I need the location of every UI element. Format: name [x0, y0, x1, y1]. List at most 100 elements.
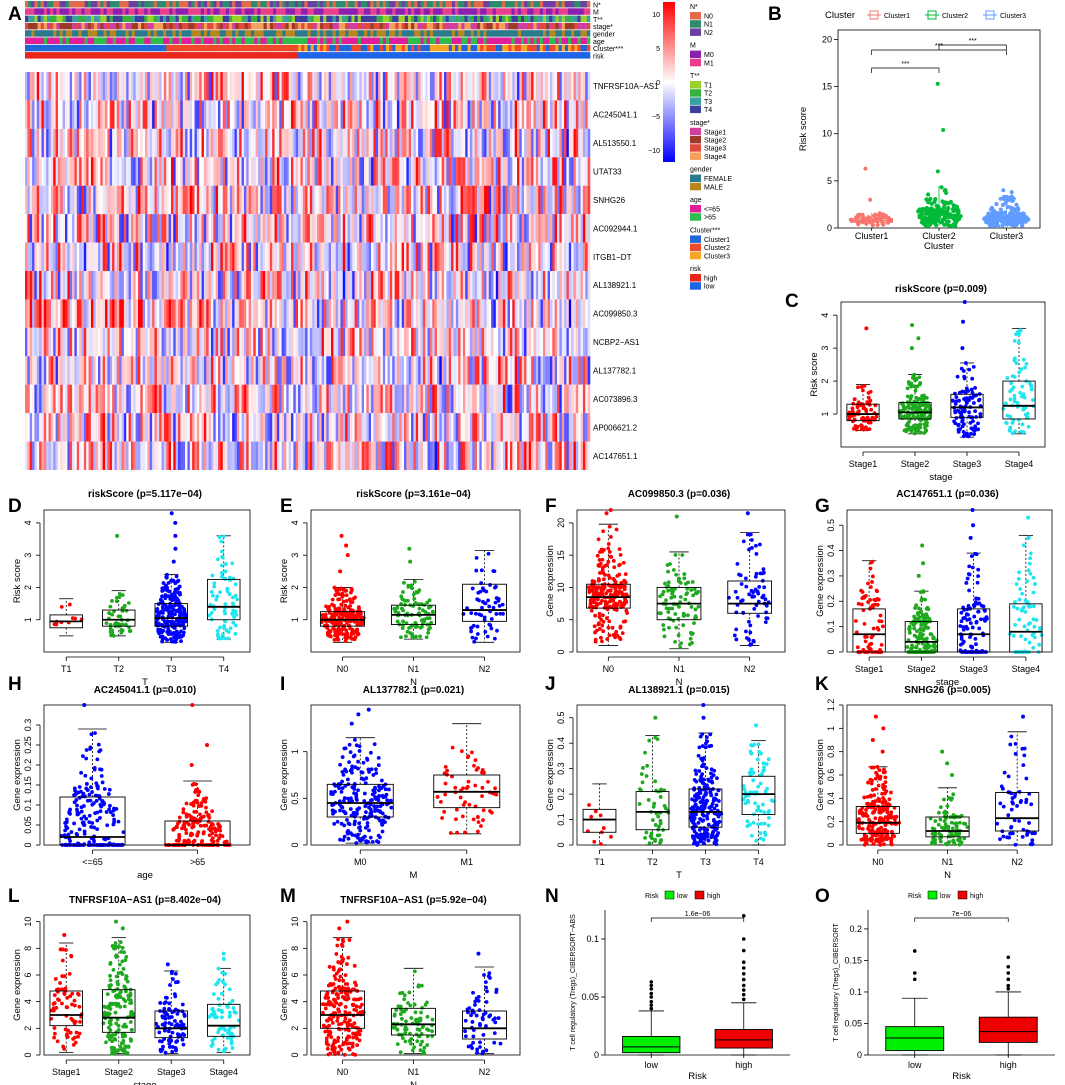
data-point: [977, 398, 981, 403]
data-point: [938, 817, 943, 822]
x-tick-label: Cluster2: [922, 231, 956, 241]
data-point: [230, 998, 235, 1003]
data-point: [968, 635, 972, 640]
data-point: [734, 627, 739, 632]
data-point: [922, 401, 926, 406]
data-point: [1023, 365, 1027, 370]
data-point: [1034, 618, 1039, 622]
data-point: [190, 782, 195, 787]
data-point: [860, 212, 865, 217]
outlier-point: [1001, 188, 1006, 193]
data-point: [890, 829, 894, 834]
data-point: [167, 1016, 172, 1020]
data-point: [342, 746, 347, 751]
data-point: [609, 834, 613, 839]
legend-label: >65: [704, 215, 716, 222]
data-point: [1011, 385, 1016, 390]
data-point: [341, 772, 346, 777]
data-point: [749, 538, 754, 542]
gene-label: AL138921.1: [593, 281, 637, 290]
data-point: [935, 218, 940, 223]
data-point: [732, 633, 737, 638]
data-point: [739, 599, 743, 604]
data-point: [957, 390, 962, 395]
annotation-row-label: gender: [593, 32, 615, 39]
data-point: [477, 612, 482, 617]
data-point: [121, 1039, 126, 1043]
data-point: [942, 797, 946, 802]
jitter-points: [1001, 328, 1036, 436]
data-point: [1039, 633, 1044, 637]
data-point: [341, 799, 346, 803]
data-point: [104, 621, 109, 626]
data-point: [332, 613, 337, 618]
data-point: [181, 630, 186, 635]
data-point: [606, 542, 611, 546]
data-point: [472, 763, 476, 768]
x-tick-label: Stage4: [1005, 459, 1034, 469]
data-point: [215, 628, 220, 633]
data-point: [166, 626, 171, 631]
data-point: [78, 789, 83, 794]
data-point: [956, 429, 961, 434]
data-point: [947, 796, 951, 800]
data-point: [592, 624, 597, 629]
data-point: [331, 811, 335, 816]
data-point: [929, 201, 934, 206]
data-point: [963, 615, 967, 620]
data-point: [182, 1014, 187, 1018]
data-point: [701, 807, 706, 812]
data-point: [123, 1033, 127, 1038]
data-point: [114, 955, 119, 959]
data-point: [610, 625, 615, 630]
data-point: [868, 777, 873, 782]
data-point: [704, 798, 709, 803]
data-point: [1013, 600, 1017, 604]
data-point: [967, 367, 972, 372]
data-point: [850, 409, 855, 414]
data-point: [621, 560, 626, 565]
data-point: [715, 833, 720, 838]
data-point: [866, 801, 870, 806]
data-point: [493, 600, 498, 605]
data-point: [751, 639, 756, 644]
data-point: [598, 601, 603, 606]
data-point: [89, 776, 94, 781]
data-point: [163, 596, 168, 601]
data-point: [336, 1035, 341, 1040]
data-point: [877, 768, 882, 773]
data-point: [163, 1050, 168, 1055]
data-point: [1013, 429, 1018, 434]
data-point: [1022, 753, 1027, 758]
y-tick-label: 0.2: [23, 759, 33, 772]
data-point: [600, 623, 605, 628]
data-point: [102, 787, 107, 791]
data-point: [647, 841, 652, 846]
data-point: [183, 827, 188, 832]
data-point: [909, 394, 914, 398]
data-point: [344, 1036, 349, 1041]
data-point: [366, 767, 371, 772]
outlier-point: [173, 546, 178, 551]
data-point: [114, 974, 119, 979]
data-point: [345, 1041, 349, 1046]
data-point: [674, 625, 679, 630]
data-point: [599, 617, 604, 622]
data-point: [72, 1035, 77, 1040]
colorbar: [663, 2, 675, 162]
outlier-point: [960, 346, 965, 351]
y-tick-label: 10: [822, 129, 832, 139]
y-axis-label: Risk score: [798, 107, 809, 151]
data-point: [954, 416, 959, 420]
data-point: [762, 585, 767, 590]
data-point: [933, 833, 937, 837]
data-point: [389, 805, 394, 810]
outlier-point: [1026, 515, 1031, 520]
data-point: [176, 1034, 181, 1039]
data-point: [211, 839, 216, 844]
y-tick-label: 0.5: [826, 519, 836, 532]
data-point: [344, 593, 349, 598]
data-point: [1005, 198, 1010, 203]
